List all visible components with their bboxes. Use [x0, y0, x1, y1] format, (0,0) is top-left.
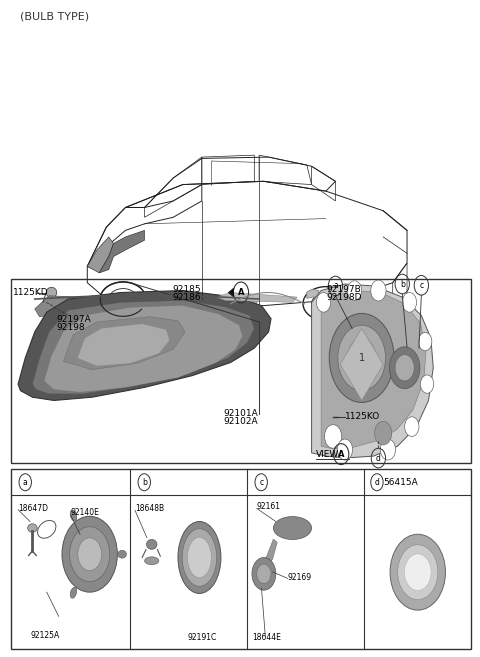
Circle shape: [252, 558, 276, 590]
Circle shape: [405, 554, 431, 591]
Circle shape: [420, 375, 434, 394]
Ellipse shape: [146, 539, 157, 549]
Text: 18644E: 18644E: [252, 633, 281, 642]
Circle shape: [374, 421, 392, 445]
Polygon shape: [216, 292, 297, 302]
Circle shape: [78, 538, 102, 570]
Text: (BULB TYPE): (BULB TYPE): [21, 11, 90, 21]
Text: A: A: [238, 288, 244, 297]
Text: 92197B: 92197B: [326, 284, 360, 294]
Text: 92102A: 92102A: [223, 417, 258, 426]
Text: c: c: [420, 281, 423, 290]
Ellipse shape: [274, 516, 312, 539]
Circle shape: [338, 325, 385, 391]
Ellipse shape: [182, 529, 216, 586]
Polygon shape: [99, 231, 144, 273]
Polygon shape: [321, 290, 426, 449]
Text: c: c: [259, 478, 263, 487]
Text: 92198D: 92198D: [326, 292, 361, 302]
Polygon shape: [228, 288, 234, 297]
Circle shape: [380, 439, 396, 460]
Text: a: a: [333, 281, 338, 290]
Text: 92197A: 92197A: [56, 315, 91, 324]
Polygon shape: [33, 300, 254, 394]
Text: b: b: [400, 279, 405, 288]
Polygon shape: [63, 297, 259, 313]
Text: 92140E: 92140E: [71, 509, 99, 518]
Text: 92198: 92198: [56, 323, 85, 332]
Text: 92125A: 92125A: [30, 631, 59, 641]
Text: 18648B: 18648B: [135, 504, 164, 513]
Circle shape: [348, 338, 376, 378]
Bar: [11, 469, 471, 649]
Circle shape: [405, 417, 419, 436]
Text: a: a: [23, 478, 28, 487]
Circle shape: [402, 292, 417, 312]
Circle shape: [70, 527, 110, 581]
Ellipse shape: [188, 537, 211, 578]
Ellipse shape: [118, 551, 126, 558]
Text: VIEW: VIEW: [316, 449, 340, 459]
Text: 92169: 92169: [288, 573, 312, 581]
Text: 92101A: 92101A: [223, 409, 258, 418]
Ellipse shape: [178, 522, 221, 593]
Polygon shape: [44, 306, 242, 392]
Polygon shape: [340, 328, 383, 401]
Polygon shape: [87, 237, 114, 273]
Circle shape: [390, 534, 445, 610]
Polygon shape: [78, 324, 169, 366]
Circle shape: [62, 516, 117, 592]
Circle shape: [329, 313, 394, 403]
Text: 92161: 92161: [257, 502, 281, 511]
Circle shape: [389, 347, 420, 389]
Polygon shape: [63, 317, 185, 370]
Circle shape: [419, 332, 432, 351]
Ellipse shape: [70, 587, 77, 598]
Text: d: d: [376, 453, 381, 463]
Ellipse shape: [28, 524, 37, 532]
Circle shape: [348, 281, 362, 300]
Polygon shape: [18, 290, 271, 401]
Text: 56415A: 56415A: [383, 478, 418, 487]
Text: 1125KO: 1125KO: [345, 413, 380, 421]
Circle shape: [371, 280, 386, 301]
Ellipse shape: [46, 287, 57, 298]
Text: A: A: [338, 449, 345, 459]
Circle shape: [398, 545, 438, 600]
Text: 92191C: 92191C: [188, 633, 217, 642]
Circle shape: [257, 564, 271, 583]
Circle shape: [324, 424, 342, 448]
Polygon shape: [260, 539, 277, 567]
Text: b: b: [142, 478, 147, 487]
Text: 92185: 92185: [172, 284, 201, 294]
Circle shape: [337, 439, 353, 460]
Polygon shape: [312, 284, 433, 458]
Text: d: d: [374, 478, 379, 487]
Text: 18647D: 18647D: [18, 504, 48, 513]
Circle shape: [395, 355, 414, 381]
Polygon shape: [307, 289, 319, 298]
Ellipse shape: [144, 557, 159, 564]
Text: 1: 1: [359, 353, 365, 363]
Polygon shape: [35, 296, 120, 317]
Ellipse shape: [70, 510, 77, 521]
Ellipse shape: [326, 413, 334, 420]
Bar: [11, 279, 471, 463]
Text: 92186: 92186: [172, 292, 201, 302]
Circle shape: [316, 292, 331, 312]
Text: 1125KD: 1125KD: [13, 288, 49, 297]
